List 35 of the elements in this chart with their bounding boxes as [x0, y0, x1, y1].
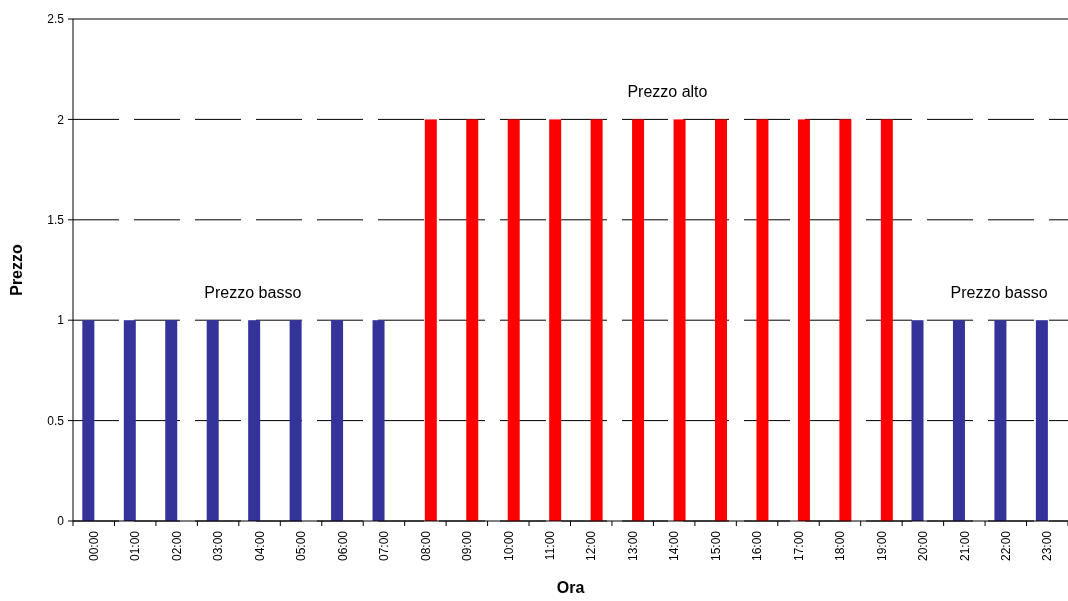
x-tick-label: 15:00 — [708, 530, 723, 562]
x-tick-label: 06:00 — [335, 530, 350, 562]
x-tick-label: 12:00 — [584, 530, 599, 562]
y-tick-label: 2 — [57, 112, 65, 127]
x-tick-label: 10:00 — [501, 530, 516, 562]
x-tick-label: 05:00 — [294, 530, 309, 562]
x-axis-title: Ora — [556, 579, 585, 596]
x-tick-label: 07:00 — [377, 530, 392, 562]
x-tick-label: 01:00 — [128, 530, 143, 562]
x-tick-label: 22:00 — [999, 530, 1014, 562]
x-tick-label: 19:00 — [874, 530, 889, 562]
y-axis-title: Prezzo — [8, 243, 25, 296]
x-tick-label: 14:00 — [667, 530, 682, 562]
x-tick-label: 00:00 — [86, 530, 101, 562]
x-tick-label: 04:00 — [252, 530, 267, 562]
x-tick-label: 09:00 — [460, 530, 475, 562]
x-tick-label: 20:00 — [916, 530, 931, 562]
x-tick-label: 02:00 — [169, 530, 184, 562]
y-tick-label: 0 — [57, 514, 65, 529]
x-tick-label: 23:00 — [1040, 530, 1055, 562]
y-tick-label: 0.5 — [47, 413, 65, 428]
x-tick-label: 11:00 — [542, 530, 557, 561]
annotation: Prezzo alto — [627, 83, 708, 101]
x-tick-label: 03:00 — [211, 530, 226, 562]
y-tick-label: 2.5 — [47, 12, 65, 27]
x-tick-label: 13:00 — [625, 530, 640, 562]
x-tick-label: 21:00 — [957, 530, 972, 562]
annotation: Prezzo basso — [950, 284, 1048, 302]
y-tick-label: 1 — [57, 313, 65, 328]
x-tick-label: 08:00 — [418, 530, 433, 562]
y-tick-label: 1.5 — [47, 213, 65, 227]
x-tick-label: 17:00 — [791, 530, 806, 562]
x-tick-label: 18:00 — [833, 530, 848, 562]
annotation: Prezzo basso — [204, 284, 302, 302]
x-tick-label: 16:00 — [750, 530, 765, 562]
